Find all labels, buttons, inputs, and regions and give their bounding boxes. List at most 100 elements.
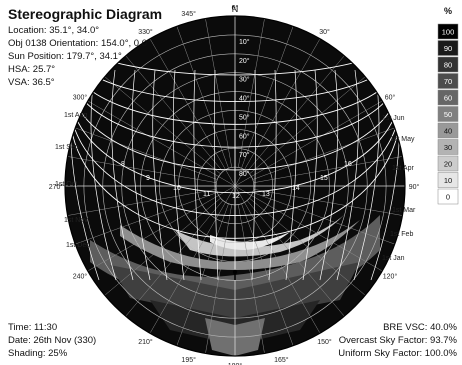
hour-line xyxy=(336,69,359,281)
info-panel: Location: 35.1°, 34.0° Obj 0138 Orientat… xyxy=(8,25,151,88)
azimuth-line xyxy=(246,55,345,172)
azimuth-line xyxy=(238,18,265,168)
azimuth-line xyxy=(234,185,383,272)
hour-line xyxy=(319,69,339,281)
altitude-label: 50° xyxy=(239,113,250,121)
hour-line xyxy=(193,69,202,281)
scale-label: 50 xyxy=(444,110,452,119)
hour-line xyxy=(251,69,256,281)
azimuth-label: 240° xyxy=(73,273,88,281)
month-labels-left: 1st Aug 1st Sep 1st Oct 1st Nov 1st Dec xyxy=(55,112,90,249)
azimuth-line xyxy=(104,76,221,175)
azimuth-line xyxy=(241,203,294,346)
altitude-label: 10° xyxy=(239,38,250,46)
scale-swatch xyxy=(437,172,459,188)
month-label: 1st Nov xyxy=(64,217,88,224)
hour-line xyxy=(302,69,318,281)
hour-label: 15 xyxy=(320,175,328,182)
scale-label: 80 xyxy=(444,61,452,70)
scale-swatch xyxy=(437,89,459,106)
hour-line xyxy=(268,69,277,281)
hour-line xyxy=(285,69,298,281)
hour-label: 16 xyxy=(344,161,352,168)
azimuth-line xyxy=(246,200,345,317)
month-label: 1st Dec xyxy=(66,242,90,249)
azimuth-label: 60° xyxy=(385,94,396,102)
azimuth-label: 150° xyxy=(317,338,332,346)
altitude-label: 30° xyxy=(239,76,250,84)
azimuth-label: 195° xyxy=(181,356,196,364)
info-orientation: Obj 0138 Orientation: 154.0°, 0.0° xyxy=(8,38,151,49)
scale-swatch xyxy=(437,155,459,172)
scale-swatch xyxy=(437,56,459,73)
azimuth-line xyxy=(234,185,321,334)
hour-label: 8 xyxy=(121,161,125,168)
month-label: 1st Feb xyxy=(390,231,413,238)
azimuth-label: 165° xyxy=(274,356,289,364)
info-vsa: VSA: 36.5° xyxy=(8,77,55,88)
azimuth-line xyxy=(176,203,229,346)
hour-label: 12 xyxy=(232,193,240,200)
altitude-label: 80° xyxy=(239,170,250,178)
azimuth-line xyxy=(149,38,236,187)
hour-line xyxy=(131,69,151,281)
month-label: 1st Sep xyxy=(55,144,79,151)
uniform-sky-factor: Uniform Sky Factor: 100.0% xyxy=(338,348,457,359)
month-label: 1st Jun xyxy=(382,115,405,122)
azimuth-line xyxy=(104,197,221,296)
scale-header: % xyxy=(444,6,452,16)
azimuth-line xyxy=(125,55,224,172)
azimuth-line xyxy=(234,38,321,187)
azimuth-line xyxy=(253,189,403,216)
hour-line xyxy=(172,69,185,281)
azimuth-label: 330° xyxy=(138,28,153,36)
azimuth-label: 345° xyxy=(181,10,196,18)
altitude-label: 20° xyxy=(239,57,250,65)
info-hsa: HSA: 25.7° xyxy=(8,64,55,75)
azimuth-line xyxy=(125,200,224,317)
info-date: Date: 26th Nov (330) xyxy=(8,335,96,346)
scale-swatch xyxy=(437,139,459,155)
scale-label: 60 xyxy=(444,94,452,103)
scale-label: 30 xyxy=(444,143,452,152)
scale-label: 20 xyxy=(444,160,452,169)
azimuth-line xyxy=(67,189,217,216)
hour-label: 9 xyxy=(146,175,150,182)
hour-label: 10 xyxy=(173,185,181,192)
info-sun-position: Sun Position: 179.7°, 34.1° xyxy=(8,51,122,62)
bre-vsc: BRE VSC: 40.0% xyxy=(383,322,457,333)
sky-dome xyxy=(64,15,406,357)
hour-labels: 12 11 10 9 8 13 14 15 16 xyxy=(121,161,352,200)
azimuth-line xyxy=(241,26,294,169)
sun-position-dot xyxy=(232,269,238,275)
scale-label: 0 xyxy=(446,193,450,202)
info-time: Time: 11:30 xyxy=(8,322,57,333)
altitude-labels: 10° 20° 30° 40° 50° 60° 70° 80° xyxy=(239,38,250,178)
altitude-label: 60° xyxy=(239,132,250,140)
scale-label: 90 xyxy=(444,44,452,53)
scale-label: 70 xyxy=(444,77,452,86)
hour-label: 13 xyxy=(262,191,270,198)
month-labels-right: 1st Jun 1st May 1st Apr 1st Mar 1st Feb … xyxy=(382,115,416,262)
month-label: 1st Jan xyxy=(382,255,405,262)
azimuth-label: 210° xyxy=(138,338,153,346)
scale-swatch xyxy=(437,106,459,122)
azimuth-line xyxy=(205,204,232,354)
azimuth-line xyxy=(249,197,366,296)
hour-line xyxy=(152,69,168,281)
azimuth-label: 300° xyxy=(73,94,88,102)
sky-factor-info: BRE VSC: 40.0% Overcast Sky Factor: 93.7… xyxy=(338,322,457,359)
azimuth-labels: 0° 30° 60° 90° 120° 150° 165° 180° 195° 210° 240° 2… xyxy=(49,4,420,365)
month-label: 1st Mar xyxy=(392,207,416,214)
scale-label: 100 xyxy=(442,28,455,37)
azimuth-line xyxy=(205,18,232,168)
hour-label: 11 xyxy=(203,191,210,198)
azimuth-line xyxy=(234,100,383,187)
azimuth-label: 270° xyxy=(49,183,64,191)
north-label: N xyxy=(232,4,239,14)
month-label: 1st Apr xyxy=(392,165,414,172)
info-shading: Shading: 25% xyxy=(8,348,68,359)
time-info: Time: 11:30 Date: 26th Nov (330) Shading… xyxy=(8,322,96,359)
scale-swatch xyxy=(437,188,459,205)
